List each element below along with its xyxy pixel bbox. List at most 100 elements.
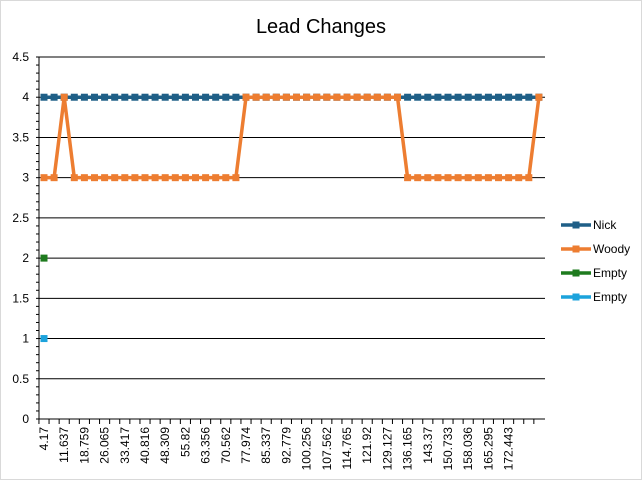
data-point — [505, 174, 513, 182]
data-point — [525, 174, 533, 182]
data-point — [40, 174, 48, 182]
data-point — [192, 93, 199, 101]
data-point — [434, 174, 442, 182]
data-point — [434, 93, 442, 101]
x-tick-label: 18.759 — [77, 427, 91, 464]
legend: Nick Woody Empty Empty — [561, 218, 630, 304]
data-point — [474, 93, 482, 101]
data-point — [40, 254, 48, 262]
x-tick-label: 77.974 — [239, 427, 253, 464]
data-point — [303, 93, 311, 101]
data-point — [505, 93, 513, 101]
data-point — [484, 174, 492, 182]
legend-label: Empty — [593, 266, 627, 280]
data-point — [282, 93, 290, 101]
x-tick-label: 107.562 — [320, 427, 334, 471]
data-point — [404, 93, 412, 101]
data-point — [464, 174, 472, 182]
data-point — [141, 93, 149, 101]
data-point — [80, 93, 88, 101]
legend-swatch-marker — [572, 293, 580, 301]
data-point — [232, 93, 240, 101]
data-point — [323, 93, 331, 101]
data-point — [192, 174, 199, 182]
legend-label: Empty — [593, 290, 627, 304]
axes: 0 0.5 1 1.5 2 2.5 3 3.5 4 4.5 4.17 11.637 18.759 26.0… — [12, 50, 545, 470]
y-tick-label: 0 — [22, 412, 29, 426]
legend-label: Woody — [593, 242, 630, 256]
data-point — [202, 93, 210, 101]
x-tick-label: 136.165 — [401, 427, 415, 471]
data-point — [424, 174, 432, 182]
data-point — [181, 174, 189, 182]
x-tick-label: 48.309 — [158, 427, 172, 464]
data-point — [454, 93, 462, 101]
data-point — [333, 93, 341, 101]
x-tick-label: 85.337 — [259, 427, 273, 464]
y-tick-label: 3 — [22, 171, 29, 185]
data-point — [222, 93, 230, 101]
data-point — [232, 174, 240, 182]
y-tick-label: 1.5 — [12, 291, 29, 305]
x-tick-label: 129.127 — [380, 427, 394, 471]
data-point — [111, 93, 119, 101]
data-point — [70, 93, 78, 101]
data-point — [414, 174, 422, 182]
data-point — [171, 174, 179, 182]
y-tick-label: 2 — [22, 251, 29, 265]
data-point — [525, 93, 533, 101]
data-point — [414, 93, 422, 101]
data-point — [131, 174, 139, 182]
x-tick-label: 172.443 — [502, 427, 516, 471]
data-point — [151, 93, 159, 101]
data-point — [80, 174, 88, 182]
x-tick-label: 4.17 — [37, 427, 51, 451]
y-tick-label: 2.5 — [12, 211, 29, 225]
data-point — [515, 93, 523, 101]
y-tick-label: 3.5 — [12, 130, 29, 144]
data-point — [40, 93, 48, 101]
data-point — [91, 174, 98, 182]
data-point — [141, 174, 149, 182]
data-point — [353, 93, 361, 101]
x-tick-label: 114.765 — [340, 427, 354, 470]
data-point — [363, 93, 371, 101]
legend-label: Nick — [593, 218, 617, 232]
x-tick-label: 63.356 — [199, 427, 213, 464]
data-point — [444, 93, 452, 101]
data-point — [161, 93, 169, 101]
data-point — [40, 335, 48, 343]
x-tick-label: 158.036 — [461, 427, 475, 471]
x-tick-label: 165.295 — [481, 427, 495, 471]
data-point — [313, 93, 321, 101]
x-tick-label: 26.065 — [98, 427, 112, 464]
data-point — [101, 174, 109, 182]
data-point — [131, 93, 139, 101]
legend-swatch-marker — [572, 221, 580, 229]
data-point — [171, 93, 179, 101]
data-point — [262, 93, 270, 101]
chart-title: Lead Changes — [256, 16, 386, 38]
x-tick-label: 92.779 — [279, 427, 293, 464]
data-point — [454, 174, 462, 182]
data-point — [50, 174, 58, 182]
x-tick-label: 55.82 — [178, 427, 192, 457]
data-point — [394, 93, 401, 101]
x-tick-label: 70.562 — [219, 427, 233, 464]
data-point — [373, 93, 381, 101]
data-point — [111, 174, 119, 182]
data-point — [161, 174, 169, 182]
data-point — [535, 93, 543, 101]
data-point — [495, 174, 502, 182]
series-lines — [40, 93, 543, 343]
y-tick-label: 4 — [22, 90, 29, 104]
x-tick-label: 33.417 — [118, 427, 132, 464]
x-tick-label: 100.256 — [300, 427, 314, 471]
gridlines — [39, 56, 545, 380]
data-point — [50, 93, 58, 101]
data-point — [181, 93, 189, 101]
legend-swatch-marker — [572, 245, 580, 253]
data-point — [484, 93, 492, 101]
data-point — [121, 93, 129, 101]
